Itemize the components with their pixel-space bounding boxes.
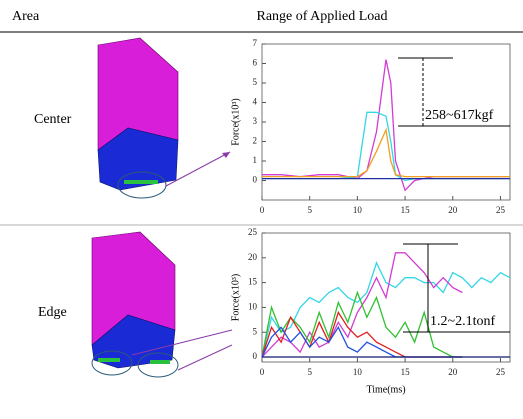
x-tick-label: 0 xyxy=(260,205,265,215)
y-tick-label: 5 xyxy=(253,326,258,336)
row-label: Edge xyxy=(38,305,67,320)
y-tick-label: 7 xyxy=(253,38,258,48)
x-tick-label: 15 xyxy=(401,205,411,215)
x-tick-label: 5 xyxy=(307,205,312,215)
x-tick-label: 20 xyxy=(448,205,458,215)
y-tick-label: 1 xyxy=(253,155,258,165)
x-tick-label: 20 xyxy=(448,367,458,377)
x-tick-label: 10 xyxy=(353,205,363,215)
range-annotation: 1.2~2.1tonf xyxy=(430,314,495,329)
x-tick-label: 15 xyxy=(401,367,411,377)
range-annotation: 258~617kgf xyxy=(425,108,494,123)
y-tick-label: 5 xyxy=(253,77,258,87)
x-axis-label: Time(ms) xyxy=(366,384,405,395)
y-tick-label: 20 xyxy=(248,252,258,262)
y-tick-label: 0 xyxy=(253,175,258,185)
y-tick-label: 3 xyxy=(253,116,258,126)
y-tick-label: 10 xyxy=(248,301,258,311)
figure: Area Range of Applied Load Center Edge 0… xyxy=(0,0,523,419)
row-label: Center xyxy=(34,112,72,127)
y-tick-label: 0 xyxy=(253,351,258,361)
y-tick-label: 2 xyxy=(253,136,258,146)
y-axis-label: Force(x10³) xyxy=(230,98,241,145)
x-tick-label: 25 xyxy=(496,367,506,377)
y-tick-label: 15 xyxy=(248,277,258,287)
x-tick-label: 0 xyxy=(260,367,265,377)
header-area: Area xyxy=(12,9,40,24)
y-axis-label: Force(x10³) xyxy=(230,274,241,321)
y-tick-label: 25 xyxy=(248,227,258,237)
x-tick-label: 10 xyxy=(353,367,363,377)
x-tick-label: 25 xyxy=(496,205,506,215)
header-range: Range of Applied Load xyxy=(256,9,387,24)
x-tick-label: 5 xyxy=(307,367,312,377)
y-tick-label: 4 xyxy=(253,97,258,107)
y-tick-label: 6 xyxy=(253,58,258,68)
